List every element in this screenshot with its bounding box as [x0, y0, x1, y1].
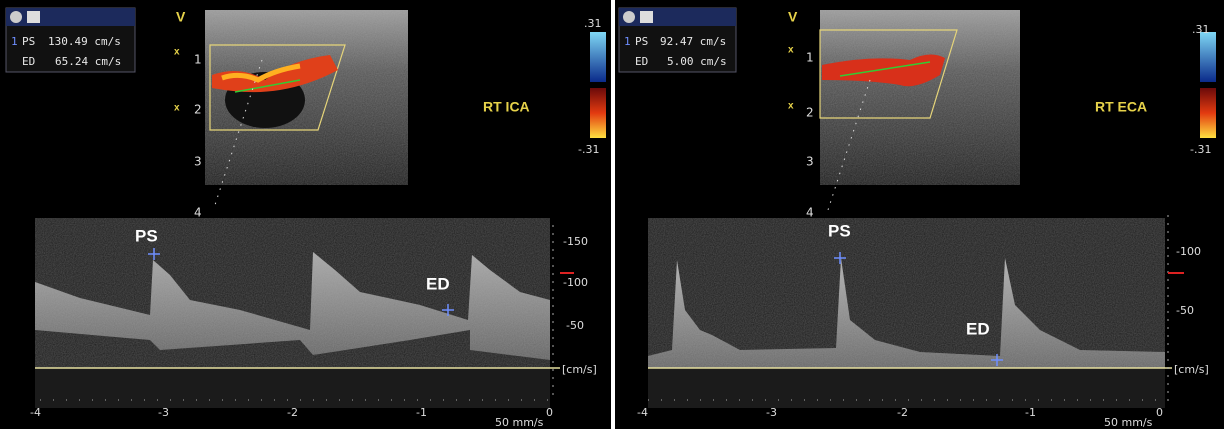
- sample-line: [827, 79, 871, 211]
- marker: x: [174, 103, 180, 114]
- vessel-label: RT ICA: [483, 99, 530, 115]
- ps-value: 130.49 cm/s: [48, 35, 121, 48]
- color-scale-bottom: -.31: [578, 143, 599, 156]
- angle-cursor: [234, 79, 301, 93]
- depth-label: 3: [806, 155, 814, 169]
- depth-label: 1: [806, 51, 814, 65]
- depth-label: 2: [194, 103, 202, 117]
- color-flow: [822, 54, 945, 87]
- speckle: [648, 218, 1165, 368]
- velocity-unit: [cm/s]: [1174, 363, 1209, 376]
- ps-label: PS: [635, 35, 648, 48]
- time-label: -2: [287, 406, 298, 419]
- color-scale-bottom: -.31: [1190, 143, 1211, 156]
- time-label: 0: [546, 406, 553, 419]
- depth-label: 4: [194, 206, 202, 220]
- time-label: -4: [30, 406, 41, 419]
- mode-label: V: [788, 9, 798, 25]
- velocity-label: -150: [563, 235, 588, 248]
- measure-index: 1: [11, 35, 18, 48]
- color-bar: [590, 32, 606, 82]
- speckle: [35, 218, 550, 368]
- time-label: 0: [1156, 406, 1163, 419]
- icon: [27, 11, 40, 23]
- vessel-label: RT ECA: [1095, 99, 1147, 115]
- ed-cursor: [991, 354, 1003, 366]
- depth-label: 3: [194, 155, 202, 169]
- ps-label: PS: [22, 35, 35, 48]
- angle-cursor: [839, 61, 931, 77]
- depth-label: 2: [806, 106, 814, 120]
- panel-right: 1 PS 92.47 cm/s ED 5.00 cm/s V x x 1 2 3…: [618, 7, 1216, 429]
- ed-label: ED: [22, 55, 35, 68]
- ps-marker-label: PS: [828, 221, 851, 240]
- velocity-label: -100: [1176, 245, 1201, 258]
- velocity-unit: [cm/s]: [562, 363, 597, 376]
- divider: [611, 0, 615, 429]
- sample-line: [214, 59, 263, 206]
- speckle: [820, 10, 1020, 185]
- time-label: -3: [766, 406, 777, 419]
- mode-label: V: [176, 9, 186, 25]
- ed-cursor: [442, 304, 454, 316]
- color-bar: [590, 88, 606, 138]
- depth-label: 1: [194, 53, 202, 67]
- sweep-speed: 50 mm/s: [495, 416, 544, 429]
- depth-label: 4: [806, 206, 814, 220]
- ed-value: 65.24 cm/s: [55, 55, 121, 68]
- time-label: -4: [637, 406, 648, 419]
- color-box: [209, 44, 346, 131]
- box-header: [6, 8, 135, 26]
- color-scale-top: .31: [1192, 23, 1210, 36]
- color-bar: [1200, 88, 1216, 138]
- ps-value: 92.47 cm/s: [660, 35, 726, 48]
- time-label: -2: [897, 406, 908, 419]
- panel-left: 1 PS 130.49 cm/s ED 65.24 cm/s V x x 1 2…: [5, 7, 606, 429]
- color-flow: [221, 63, 301, 83]
- color-box: [819, 29, 958, 119]
- ed-marker-label: ED: [426, 274, 450, 293]
- time-label: -3: [158, 406, 169, 419]
- time-label: -1: [416, 406, 427, 419]
- time-label: -1: [1025, 406, 1036, 419]
- ed-marker-label: ED: [966, 319, 990, 338]
- marker: x: [174, 47, 180, 58]
- velocity-label: -50: [566, 319, 584, 332]
- marker: x: [788, 45, 794, 56]
- ps-cursor: [834, 252, 846, 264]
- color-bar: [1200, 32, 1216, 82]
- velocity-label: -100: [563, 276, 588, 289]
- icon: [623, 11, 635, 23]
- velocity-label: -50: [1176, 304, 1194, 317]
- ps-marker-label: PS: [135, 226, 158, 245]
- icon: [640, 11, 653, 23]
- sweep-speed: 50 mm/s: [1104, 416, 1153, 429]
- box-header: [619, 8, 736, 26]
- marker: x: [788, 101, 794, 112]
- color-scale-top: .31: [584, 17, 602, 30]
- ps-cursor: [148, 248, 160, 260]
- ed-label: ED: [635, 55, 648, 68]
- icon: [10, 11, 22, 23]
- measure-index: 1: [624, 35, 631, 48]
- ed-value: 5.00 cm/s: [667, 55, 727, 68]
